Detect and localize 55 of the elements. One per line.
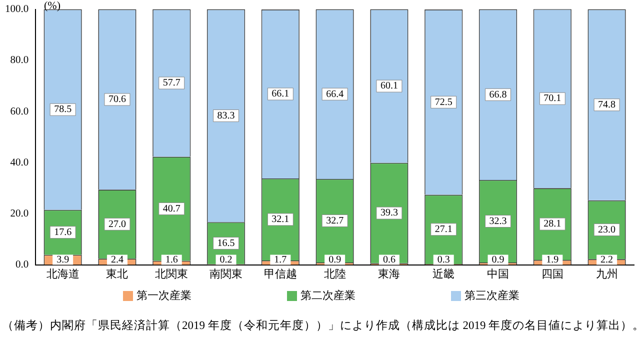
data-label: 2.4 — [110, 254, 124, 266]
y-axis-title: (%) — [44, 0, 60, 12]
data-label: 57.7 — [162, 78, 180, 89]
data-label: 78.5 — [54, 104, 72, 116]
data-label: 70.1 — [544, 93, 562, 104]
x-tick-label: 九州 — [596, 267, 618, 280]
data-label: 1.7 — [274, 254, 287, 266]
y-tick-label: 60.0 — [10, 106, 29, 118]
data-label: 83.3 — [217, 110, 235, 122]
data-label: 40.7 — [162, 203, 180, 214]
data-label: 66.1 — [272, 88, 290, 100]
x-tick-label: 南関東 — [210, 267, 243, 280]
legend-label: 第一次産業 — [136, 290, 192, 302]
legend-label: 第三次産業 — [464, 290, 520, 302]
data-label: 0.9 — [328, 254, 342, 266]
data-label: 32.7 — [326, 215, 344, 226]
x-tick-label: 四国 — [541, 268, 564, 280]
y-tick-label: 80.0 — [10, 55, 29, 66]
data-label: 74.8 — [598, 99, 616, 110]
data-label: 1.6 — [165, 254, 178, 266]
data-label: 32.3 — [489, 216, 507, 227]
data-label: 17.6 — [54, 226, 72, 238]
data-label: 27.0 — [108, 218, 126, 230]
data-label: 27.1 — [434, 224, 452, 236]
y-tick-label: 0.0 — [16, 260, 29, 271]
y-tick-label: 100.0 — [5, 4, 29, 16]
data-label: 0.6 — [382, 254, 396, 266]
data-label: 32.1 — [272, 214, 290, 226]
data-label: 23.0 — [598, 224, 616, 236]
x-tick-label: 北陸 — [324, 267, 346, 280]
data-label: 1.9 — [546, 254, 559, 266]
data-label: 2.2 — [600, 254, 614, 266]
data-label: 0.2 — [220, 254, 232, 266]
x-tick-label: 北海道 — [46, 267, 80, 280]
legend-label: 第二次産業 — [300, 290, 356, 302]
x-tick-label: 甲信越 — [264, 267, 297, 280]
data-label: 72.5 — [434, 96, 452, 108]
y-tick-label: 40.0 — [10, 157, 29, 168]
x-tick-label: 東北 — [106, 267, 128, 280]
x-tick-label: 近畿 — [432, 267, 455, 280]
data-label: 28.1 — [544, 218, 562, 230]
y-tick-label: 20.0 — [10, 208, 29, 220]
data-label: 60.1 — [380, 80, 398, 92]
data-label: 0.3 — [437, 254, 450, 266]
data-label: 3.9 — [56, 254, 70, 266]
data-label: 16.5 — [217, 238, 235, 249]
x-tick-label: 東海 — [378, 267, 400, 280]
data-label: 39.3 — [380, 208, 398, 219]
data-label: 70.6 — [108, 94, 126, 106]
data-label: 66.4 — [326, 88, 344, 100]
data-label: 66.8 — [489, 89, 507, 100]
text: （備考）内閣府「県民経済計算（2019 年度（令和元年度））」により作成（構成比は 2019 年度の名目値により算出）。 — [2, 318, 642, 333]
x-tick-label: 中国 — [487, 267, 510, 280]
x-tick-label: 北関東 — [155, 267, 188, 280]
data-label: 0.9 — [492, 254, 504, 266]
